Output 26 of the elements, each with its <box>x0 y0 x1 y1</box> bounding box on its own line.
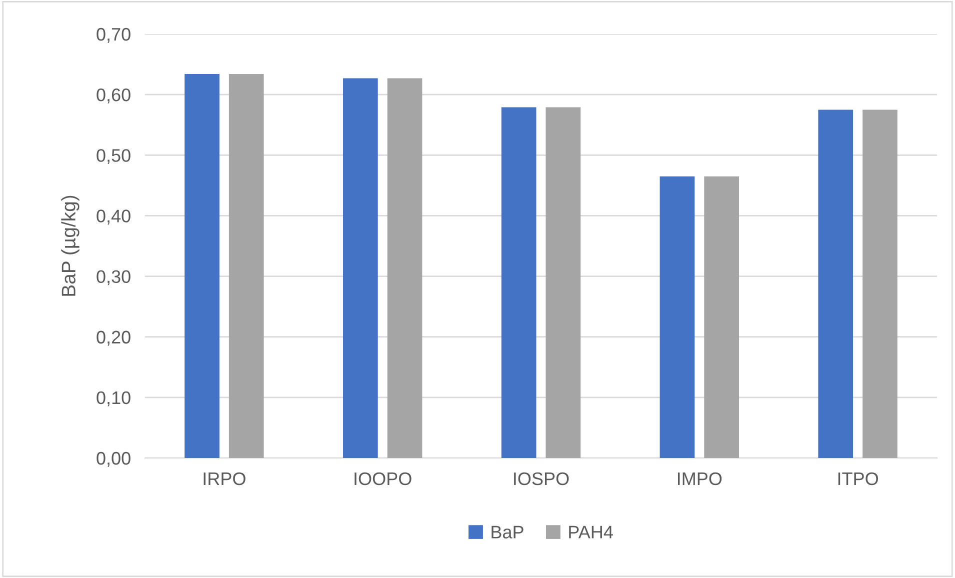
bar <box>343 78 378 458</box>
x-tick-label: IMPO <box>678 472 722 486</box>
bar <box>501 107 536 458</box>
bar <box>660 176 695 458</box>
x-tick-label: IRPO <box>204 472 246 486</box>
y-tick-label: 0,10 <box>96 391 130 406</box>
y-tick-label: 0,60 <box>96 88 130 104</box>
legend-label: BaP <box>492 526 524 538</box>
bar <box>704 176 739 458</box>
y-tick-label: 0,20 <box>96 330 130 346</box>
x-tick-label: ITPO <box>838 472 878 486</box>
bar <box>228 74 264 458</box>
bar <box>546 107 581 458</box>
bar <box>387 78 422 458</box>
bar <box>184 74 220 458</box>
x-tick-label: IOOPO <box>354 472 412 486</box>
legend-label: PAH4 <box>569 526 613 538</box>
x-tick-label: IOSPO <box>514 472 569 486</box>
y-tick-label: 0,40 <box>96 210 130 225</box>
y-tick-label: 0,70 <box>96 28 130 43</box>
y-tick-label: 0,50 <box>96 149 130 164</box>
bar <box>862 110 898 458</box>
y-tick-label: 0,00 <box>96 452 130 467</box>
y-axis-title: BaP (µg/kg) <box>61 196 80 296</box>
bar <box>818 110 854 458</box>
y-tick-label: 0,30 <box>96 270 130 286</box>
